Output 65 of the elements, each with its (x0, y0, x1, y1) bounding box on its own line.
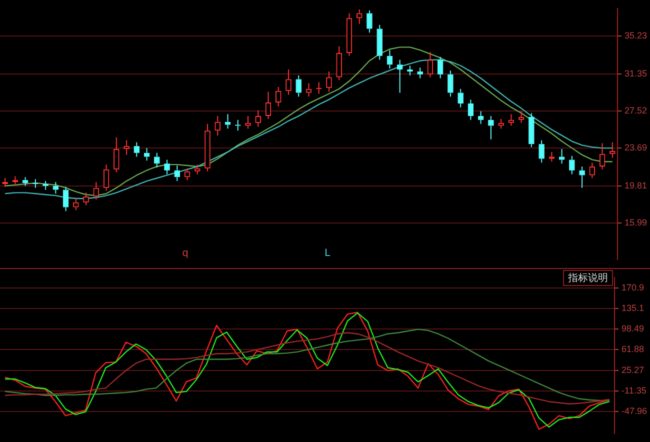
candlestick (103, 164, 110, 192)
y-tick-label: 27.52 (624, 106, 648, 116)
candlestick (538, 140, 544, 164)
candlestick (224, 114, 231, 130)
candlestick (417, 67, 423, 79)
candlestick (235, 119, 241, 132)
candlestick (12, 176, 18, 184)
y-tick-label: 19.81 (624, 180, 648, 190)
candlestick (194, 164, 200, 175)
candlestick (286, 69, 292, 96)
candlestick (144, 148, 150, 162)
y-tick-label: 170.9 (621, 282, 644, 293)
candlestick (276, 86, 282, 107)
candlestick (316, 82, 322, 94)
candlestick (448, 70, 454, 98)
candlestick (569, 155, 575, 175)
candlestick (306, 82, 312, 98)
annotation: q (182, 248, 188, 260)
candlestick (245, 116, 251, 130)
candlestick (468, 99, 474, 120)
y-tick-label: 25.27 (621, 364, 644, 375)
candlestick (498, 118, 504, 130)
candlestick (438, 56, 444, 79)
candlestick (326, 70, 332, 92)
y-tick-label: 35.23 (624, 30, 648, 41)
candlestick (2, 178, 8, 188)
candlestick (265, 91, 272, 120)
candlestick (42, 180, 48, 190)
candlestick (508, 114, 514, 126)
y-tick-label: 135.1 (621, 302, 644, 313)
candlestick (73, 198, 79, 211)
candlestick (124, 140, 130, 156)
y-tick-label: -47.96 (621, 406, 648, 416)
y-tick-label: 23.69 (624, 142, 648, 153)
candlestick (114, 136, 120, 173)
candlestick (336, 46, 342, 81)
y-tick-label: 61.88 (621, 344, 644, 354)
candlestick (154, 152, 160, 168)
candlestick (458, 88, 464, 108)
candlestick (407, 65, 413, 76)
candlestick (22, 176, 28, 186)
candlestick (599, 142, 606, 170)
y-tick-label: -11.35 (621, 386, 646, 396)
candlestick (548, 151, 555, 162)
candlestick (346, 12, 352, 56)
candlestick (356, 8, 362, 24)
candlestick (52, 182, 59, 194)
candlestick (184, 168, 190, 181)
annotation: 指标说明 (563, 270, 613, 286)
candlestick (376, 24, 382, 60)
candlestick (32, 178, 38, 188)
candlestick (579, 166, 585, 188)
y-tick-label: 31.35 (624, 68, 648, 78)
candlestick (488, 116, 494, 140)
annotation: L (324, 248, 330, 260)
candlestick (558, 148, 565, 164)
y-tick-label: 98.49 (621, 324, 644, 334)
candlestick (427, 52, 434, 78)
candlestick (204, 123, 210, 172)
candlestick (518, 110, 524, 124)
candlestick (610, 142, 616, 158)
candlestick (528, 112, 534, 148)
y-tick-label: 15.99 (624, 217, 648, 228)
candlestick (296, 74, 302, 98)
candlestick (62, 186, 69, 212)
